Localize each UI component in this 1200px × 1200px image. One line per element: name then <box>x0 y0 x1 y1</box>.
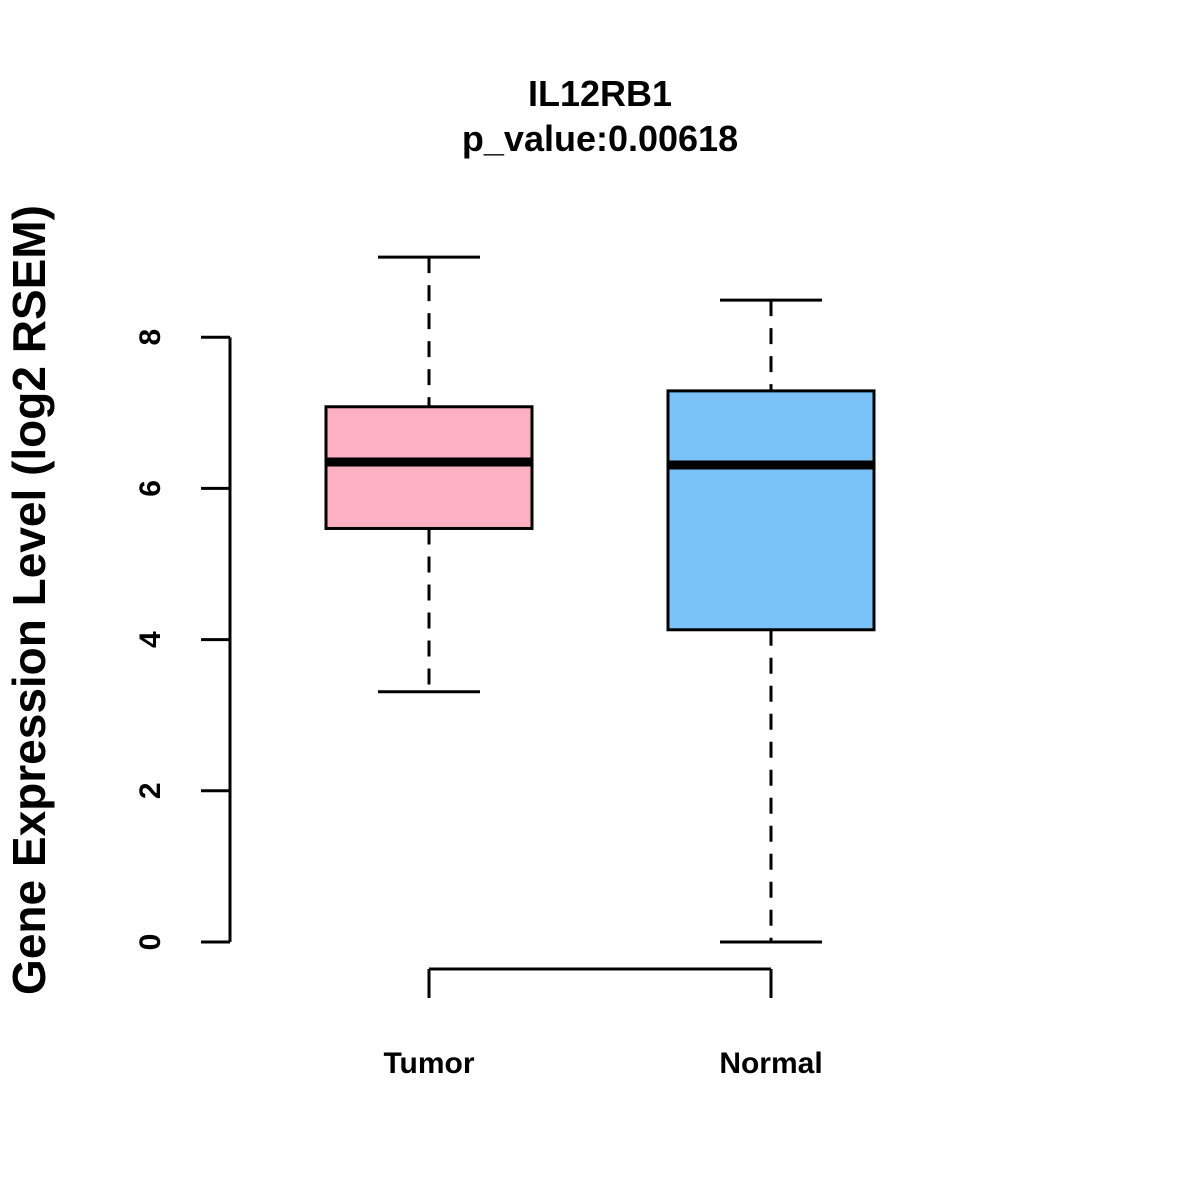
box-iqr <box>666 389 876 632</box>
box-normal <box>666 298 876 944</box>
y-tick-label: 8 <box>134 329 167 346</box>
box-iqr <box>324 405 534 530</box>
chart-title: IL12RB1 <box>528 73 672 114</box>
y-tick-label: 2 <box>134 782 167 799</box>
x-axis: Tumor Normal <box>383 967 823 1080</box>
box-tumor <box>324 255 534 694</box>
y-tick-label: 0 <box>134 934 167 951</box>
y-tick-label: 4 <box>134 631 167 648</box>
y-axis: 0 2 4 6 8 <box>134 329 232 951</box>
x-tick-label-tumor: Tumor <box>383 1047 474 1080</box>
y-tick-label: 6 <box>134 480 167 497</box>
y-axis-label: Gene Expression Level (log2 RSEM) <box>3 205 55 995</box>
boxes-group <box>324 255 876 944</box>
chart-subtitle: p_value:0.00618 <box>462 118 738 159</box>
x-tick-label-normal: Normal <box>719 1047 822 1080</box>
